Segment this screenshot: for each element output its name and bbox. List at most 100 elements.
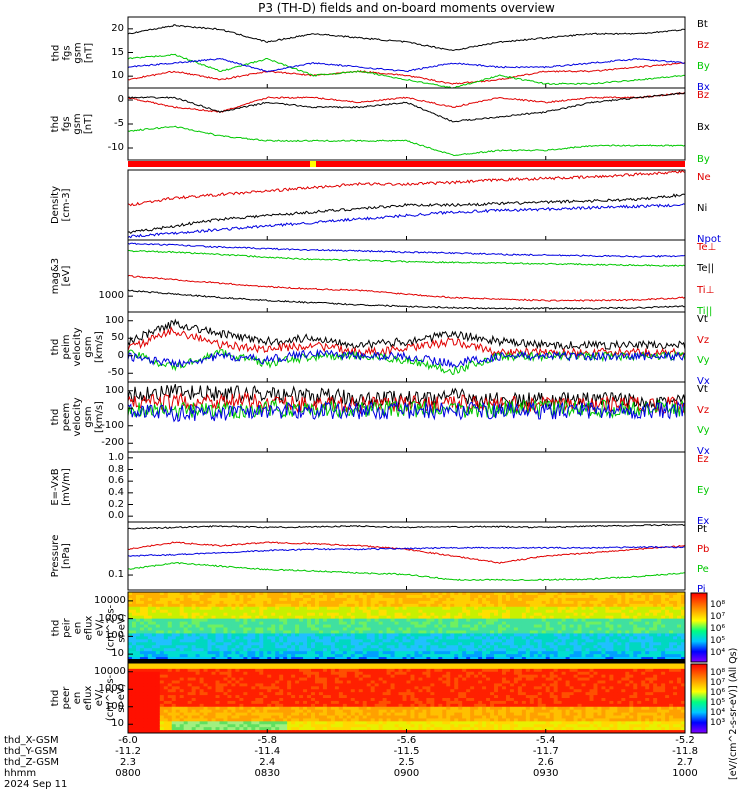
peim-velocity-frame	[127, 311, 686, 383]
peem-velocity-ylabel: thd peem velocity gsm [km/s]	[50, 382, 110, 452]
ylabel-line: eV/	[94, 689, 105, 707]
peim-velocity-ylabel: thd peim velocity gsm [km/s]	[50, 312, 110, 382]
density-legend-Npot: Npot	[697, 234, 721, 245]
quality-flag-bar	[128, 161, 685, 167]
xaxis-value: 2.7	[677, 757, 693, 768]
peem-velocity-series-Vz	[127, 391, 686, 415]
peem-velocity-series-Vy	[127, 399, 686, 420]
ylabel-line: [km/s]	[94, 331, 105, 363]
fgs-gsm-mag-ylabel: thd fgs gsm [nT]	[50, 17, 110, 88]
ylabel-line: peer	[61, 686, 72, 710]
colorbar-peer	[690, 663, 708, 734]
xaxis-value: -6.0	[118, 735, 138, 746]
temperature-legend-Ti⊥: Ti⊥	[697, 284, 715, 296]
pressure-frame	[127, 521, 686, 591]
fgs-gsm-comp-ytick-label: -10	[107, 142, 124, 153]
pressure-legend-Pb: Pb	[697, 544, 710, 555]
ylabel-line: [eV]	[61, 265, 72, 287]
efield-ytick-label: 0.0	[108, 510, 124, 522]
efield-legend-Ez: Ez	[697, 454, 709, 465]
ylabel-line: E=-VxB	[50, 468, 61, 506]
efield-ytick-label: 0.2	[108, 498, 124, 510]
ylabel-line: (cm^2-s-	[105, 604, 116, 651]
peem-velocity-ytick-label: 0	[117, 402, 124, 414]
xaxis-value: 0800	[115, 768, 141, 779]
ylabel-line: thd	[50, 619, 61, 636]
fgs-gsm-mag-ytick-label: 15	[111, 46, 124, 58]
peem-velocity-legend-Vy: Vy	[697, 425, 710, 437]
fgs-gsm-mag-ytick-label: 10	[111, 70, 124, 82]
xaxis-value: 2.6	[537, 757, 554, 768]
peem-velocity-legend-Vx: Vx	[697, 446, 710, 457]
ylabel-line: fgs	[61, 44, 72, 61]
peir-spec-ylabel: thd peir en eflux eV/(cm^2-s-sr-eV)	[50, 592, 127, 663]
ylabel-line: [nT]	[83, 113, 94, 135]
temperature-legend-Te||: Te||	[697, 263, 715, 275]
ylabel-line: thd	[50, 44, 61, 61]
fgs-gsm-mag-series-By	[127, 53, 686, 89]
ylabel-line: thd	[50, 115, 61, 133]
xaxis-value: 0900	[393, 768, 420, 779]
peir-spec-ytick-label: 10000	[94, 594, 126, 606]
fgs-gsm-comp-series-By	[127, 125, 686, 157]
peem-velocity-ytick-label: -100	[101, 419, 124, 431]
ylabel-line: (cm^2-s-	[105, 674, 116, 722]
peim-velocity-series-Vy	[127, 349, 686, 375]
density-legend-Ni: Ni	[697, 203, 708, 214]
fgs-gsm-mag-series-Bt	[127, 24, 686, 51]
density-series-Ne	[127, 169, 686, 207]
xaxis-row-label: thd_Z-GSM	[4, 757, 59, 768]
ylabel-line: peim	[61, 334, 72, 360]
ylabel-line: en	[72, 621, 83, 634]
fgs-gsm-comp-legend-Bx: Bx	[697, 122, 710, 133]
peer-spec-heatmap	[128, 663, 686, 734]
pressure-series-Pt	[127, 523, 686, 530]
peem-velocity-ytick-label: -200	[101, 437, 124, 449]
efield-ytick-label: 1.0	[108, 451, 124, 463]
plot-title: P3 (TH-D) fields and on-board moments ov…	[258, 1, 555, 15]
ylabel-line: mag&3	[50, 257, 61, 295]
peem-velocity-legend-Vz: Vz	[697, 404, 710, 416]
peir-spec-heatmap	[128, 592, 686, 664]
xaxis-value: -11.2	[115, 746, 141, 757]
ylabel-line: thd	[50, 689, 61, 707]
ylabel-line: sr-eV)	[116, 683, 127, 713]
colorbar-peir-tick: 10⁵	[710, 636, 726, 646]
fgs-gsm-mag-legend-Bx: Bx	[697, 82, 710, 93]
xaxis-value: 2.5	[398, 757, 415, 768]
ylabel-line: gsm	[72, 41, 83, 64]
ylabel-line: velocity	[72, 327, 83, 367]
xaxis-row-label: thd_X-GSM	[4, 735, 59, 746]
peer-spec-ytick-label: 10	[111, 718, 124, 730]
peem-velocity-ytick-label: 100	[104, 384, 124, 396]
ylabel-line: velocity	[72, 397, 83, 437]
efield-ytick-label: 0.6	[108, 475, 124, 487]
peir-spec-ytick-label: 10	[111, 648, 124, 660]
ylabel-line: peem	[61, 402, 72, 432]
temperature-series-Te⊥	[127, 274, 686, 302]
ylabel-line: Pressure	[50, 534, 61, 578]
peer-spec-ytick-label: 10000	[94, 665, 126, 677]
xaxis-value: -5.8	[257, 735, 277, 746]
temperature-series-Te||	[127, 289, 686, 310]
fgs-gsm-comp-frame	[127, 87, 686, 161]
ylabel-line: [km/s]	[94, 401, 105, 433]
ylabel-line: gsm	[83, 336, 94, 358]
fgs-gsm-mag-ytick-label: 20	[111, 22, 124, 34]
ylabel-line: thd	[50, 338, 61, 356]
xaxis-value: -11.5	[393, 746, 420, 757]
peim-velocity-ytick-label: -50	[107, 367, 124, 379]
xaxis-value: -5.4	[535, 735, 556, 746]
colorbar-peir-tick: 10⁸	[710, 600, 726, 610]
fgs-gsm-mag-series-Bz	[127, 61, 686, 85]
peim-velocity-ytick-label: 0	[117, 349, 124, 361]
ylabel-line: en	[72, 691, 83, 705]
ylabel-line: [nT]	[83, 42, 94, 63]
temperature-legend-Te⊥: Te⊥	[697, 242, 717, 253]
fgs-gsm-comp-ytick-label: -5	[114, 118, 124, 129]
peer-spec-ytick-label: 1000	[98, 683, 124, 695]
ylabel-line: peir	[61, 617, 72, 638]
xaxis-value: 0930	[533, 768, 559, 779]
peim-velocity-legend-Vx: Vx	[697, 376, 710, 387]
